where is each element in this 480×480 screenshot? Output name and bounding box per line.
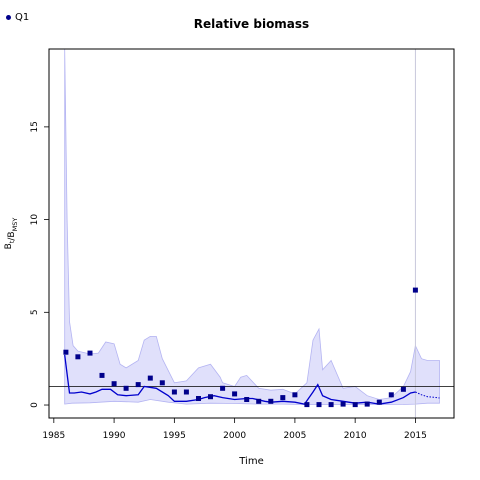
y-tick-label: 15 xyxy=(30,121,40,132)
data-point-q1 xyxy=(123,385,129,391)
y-tick-label: 0 xyxy=(30,402,40,408)
data-point-q1 xyxy=(220,385,226,391)
data-point-q1 xyxy=(63,349,69,355)
data-point-q1 xyxy=(135,382,141,388)
legend-marker-q1 xyxy=(6,15,11,20)
legend-label-q1: Q1 xyxy=(15,12,30,23)
data-point-q1 xyxy=(400,386,406,392)
data-point-q1 xyxy=(147,375,153,381)
data-point-q1 xyxy=(364,401,370,407)
confidence-band xyxy=(64,49,440,405)
x-tick-label: 2000 xyxy=(223,431,246,441)
x-tick-label: 1995 xyxy=(163,431,186,441)
estimate-line xyxy=(64,354,416,405)
data-point-q1 xyxy=(292,392,298,398)
data-point-q1 xyxy=(412,287,418,293)
data-point-q1 xyxy=(111,381,117,387)
data-point-q1 xyxy=(75,354,81,360)
data-point-q1 xyxy=(99,372,105,378)
x-tick-label: 1985 xyxy=(42,431,65,441)
projection-line xyxy=(415,391,440,399)
x-tick-label: 2015 xyxy=(404,431,427,441)
data-point-q1 xyxy=(376,399,382,405)
data-point-q1 xyxy=(87,350,93,356)
y-tick-label: 10 xyxy=(30,214,40,226)
plot-frame xyxy=(48,48,455,419)
x-tick-label: 1990 xyxy=(103,431,126,441)
data-point-q1 xyxy=(196,396,201,401)
data-point-q1 xyxy=(159,380,165,386)
data-point-q1 xyxy=(244,397,250,402)
data-point-q1 xyxy=(316,402,322,408)
legend: Q1 xyxy=(6,12,29,23)
data-point-q1 xyxy=(352,402,358,408)
data-point-q1 xyxy=(340,401,346,407)
y-axis-label: Bt/BMSY xyxy=(4,218,19,250)
data-point-q1 xyxy=(304,402,310,408)
data-point-q1 xyxy=(171,389,177,395)
data-point-q1 xyxy=(268,398,274,404)
x-tick-label: 2005 xyxy=(283,431,306,441)
data-point-q1 xyxy=(388,392,394,398)
x-tick-label: 2010 xyxy=(344,431,367,441)
chart-title: Relative biomass xyxy=(194,17,309,31)
data-point-q1 xyxy=(256,398,262,404)
data-point-q1 xyxy=(183,389,189,395)
data-point-q1 xyxy=(280,395,286,401)
plot-content xyxy=(49,49,454,418)
data-point-q1 xyxy=(208,394,213,400)
y-tick-label: 5 xyxy=(30,309,40,315)
data-point-q1 xyxy=(328,402,334,408)
data-point-q1 xyxy=(232,391,238,397)
x-axis-label: Time xyxy=(238,456,263,467)
